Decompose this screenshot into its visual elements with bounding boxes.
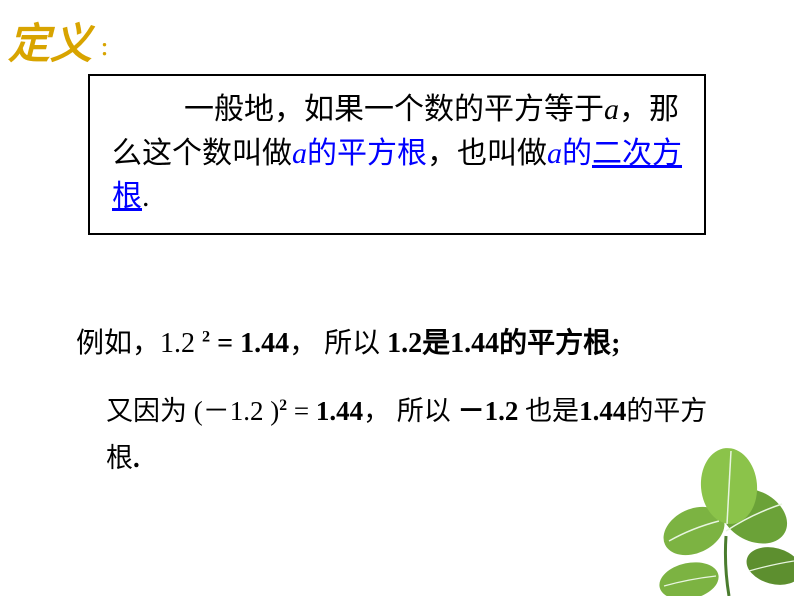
definition-heading: 定义 ： — [8, 10, 118, 71]
ex2-prefix: 又因为 — [106, 396, 194, 426]
ex2-neg: － — [203, 396, 230, 426]
variable-a-1: a — [604, 93, 619, 126]
variable-a-3: a — [547, 137, 562, 170]
ex1-eq: = — [210, 328, 240, 359]
heading-text: 定义 — [8, 22, 92, 68]
ex1-val2: 1.44 — [450, 328, 499, 359]
ex2-base: 1.2 — [230, 396, 271, 426]
ex1-is: 是 — [422, 328, 450, 359]
example-line-1: 例如，1.2 2 = 1.44， 所以 1.2是1.44的平方根; — [76, 322, 726, 367]
ex1-val: 1.44 — [240, 328, 289, 359]
heading-colon: ： — [100, 39, 118, 59]
plant-decoration-icon — [634, 436, 794, 596]
ex1-mid: ， 所以 — [289, 328, 387, 359]
ex2-val2: 1.44 — [579, 396, 626, 426]
def-period: . — [142, 180, 150, 213]
ex1-suffix: 的平方根 — [499, 328, 611, 359]
example-line-2: 又因为 (－1.2 )2 = 1.44， 所以 －1.2 也是1.44的平方根. — [106, 388, 716, 483]
ex2-eq: = — [287, 396, 316, 426]
ex2-exp: 2 — [279, 397, 287, 414]
ex1-root: 1.2 — [387, 328, 422, 359]
ex1-semi: ; — [611, 328, 620, 359]
ex2-val: 1.44 — [316, 396, 363, 426]
ex1-base: 1.2 — [160, 328, 195, 359]
def-part3: 的平方根 — [307, 137, 427, 170]
ex2-open: ( — [194, 396, 203, 426]
ex2-neg2: － — [458, 396, 485, 426]
def-part1: 一般地，如果一个数的平方等于 — [184, 93, 604, 126]
ex2-close: ) — [270, 396, 279, 426]
ex1-exp: 2 — [202, 328, 210, 346]
ex2-also: 也是 — [518, 396, 579, 426]
ex2-period: . — [133, 443, 140, 473]
variable-a-2: a — [292, 137, 307, 170]
def-part4: ，也叫做 — [427, 137, 547, 170]
ex1-prefix: 例如， — [76, 328, 160, 359]
ex2-mid: ， 所以 — [363, 396, 458, 426]
definition-box: 一般地，如果一个数的平方等于a，那么这个数叫做a的平方根，也叫做a的二次方根. — [88, 74, 706, 235]
ex2-root: 1.2 — [485, 396, 519, 426]
def-part5: 的 — [562, 137, 592, 170]
